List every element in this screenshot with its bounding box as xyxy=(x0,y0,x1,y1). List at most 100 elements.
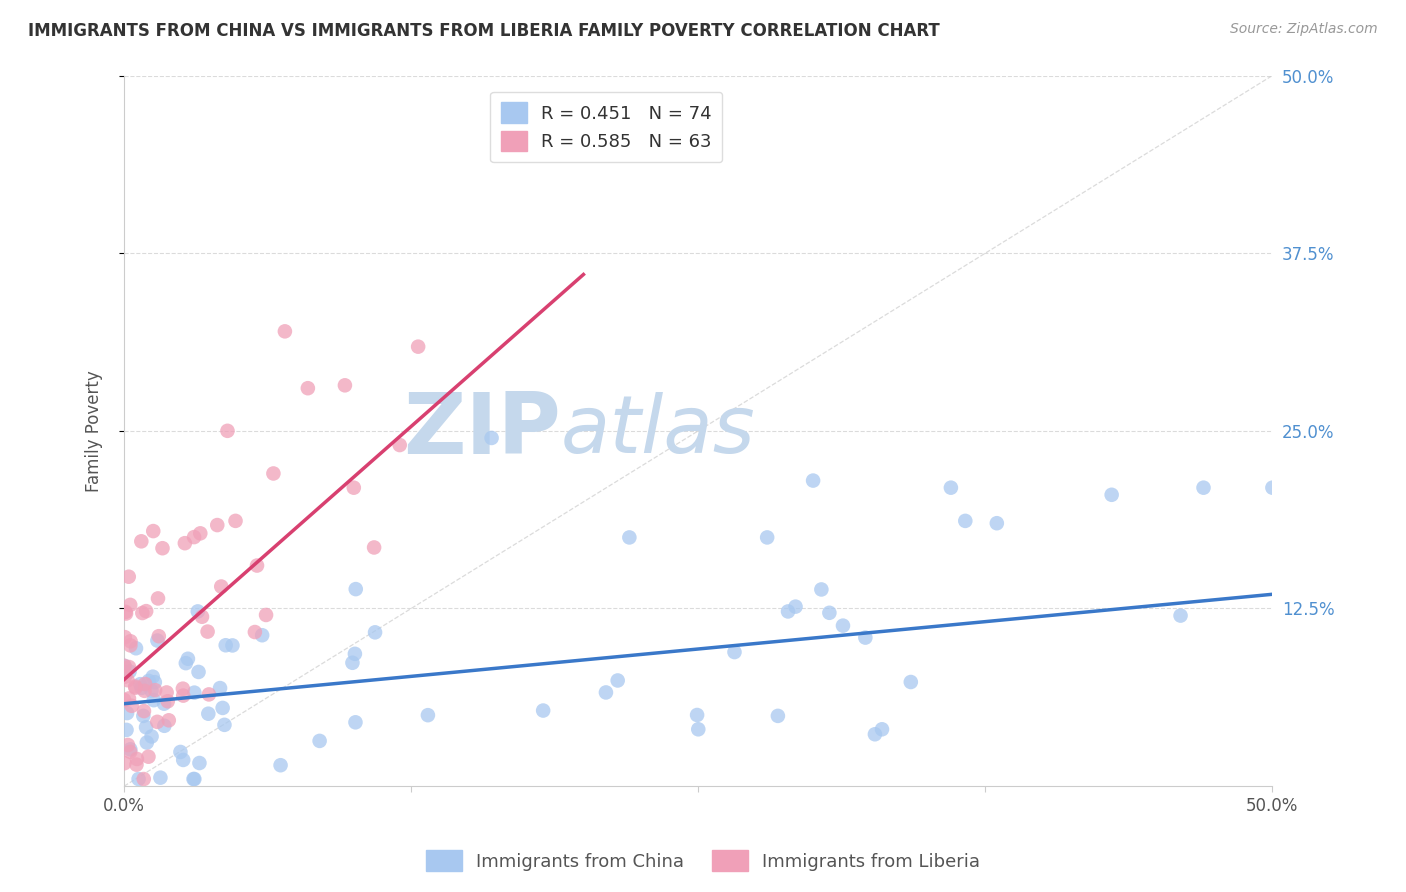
Point xyxy=(138,749,160,764)
Point xyxy=(131,606,153,620)
Point xyxy=(197,706,219,721)
Point xyxy=(149,771,172,785)
Point xyxy=(801,474,824,488)
Point xyxy=(152,541,174,556)
Point xyxy=(343,481,366,495)
Point xyxy=(146,633,169,648)
Point xyxy=(900,675,922,690)
Point xyxy=(135,720,157,734)
Point xyxy=(776,604,799,618)
Point xyxy=(756,530,779,544)
Point xyxy=(118,660,141,674)
Point xyxy=(853,631,876,645)
Point xyxy=(142,524,165,538)
Point xyxy=(120,639,142,653)
Point xyxy=(785,599,807,614)
Point xyxy=(832,618,855,632)
Point xyxy=(262,467,284,481)
Point xyxy=(120,745,142,759)
Point xyxy=(688,723,710,737)
Point xyxy=(177,652,200,666)
Point xyxy=(406,340,429,354)
Point xyxy=(143,683,166,698)
Point xyxy=(132,709,155,723)
Point xyxy=(246,558,269,573)
Point xyxy=(115,706,138,720)
Point xyxy=(125,641,148,656)
Point xyxy=(183,772,205,786)
Point xyxy=(810,582,832,597)
Point xyxy=(211,701,233,715)
Point xyxy=(114,659,136,673)
Point xyxy=(115,607,138,621)
Point xyxy=(173,536,195,550)
Point xyxy=(114,605,136,619)
Point xyxy=(118,570,141,584)
Point xyxy=(114,630,136,644)
Point xyxy=(146,591,169,606)
Point xyxy=(1101,488,1123,502)
Point xyxy=(157,714,180,728)
Text: IMMIGRANTS FROM CHINA VS IMMIGRANTS FROM LIBERIA FAMILY POVERTY CORRELATION CHAR: IMMIGRANTS FROM CHINA VS IMMIGRANTS FROM… xyxy=(28,22,939,40)
Point xyxy=(118,665,141,679)
Point xyxy=(619,530,641,544)
Point xyxy=(120,742,142,756)
Point xyxy=(818,606,841,620)
Point xyxy=(225,514,247,528)
Point xyxy=(863,727,886,741)
Point xyxy=(129,677,152,691)
Point xyxy=(344,582,367,596)
Point xyxy=(221,639,243,653)
Point xyxy=(187,604,209,618)
Text: Source: ZipAtlas.com: Source: ZipAtlas.com xyxy=(1230,22,1378,37)
Point xyxy=(120,598,142,612)
Point xyxy=(955,514,977,528)
Point xyxy=(723,645,745,659)
Point xyxy=(388,438,411,452)
Point xyxy=(364,625,387,640)
Point xyxy=(142,670,165,684)
Point xyxy=(125,757,148,772)
Point xyxy=(939,481,962,495)
Point xyxy=(135,604,157,618)
Point xyxy=(115,723,138,737)
Point xyxy=(215,638,238,652)
Point xyxy=(128,772,150,786)
Text: atlas: atlas xyxy=(561,392,755,470)
Point xyxy=(134,677,156,691)
Point xyxy=(131,681,153,695)
Point xyxy=(112,693,135,707)
Point xyxy=(172,753,194,767)
Point xyxy=(188,756,211,770)
Point xyxy=(125,752,148,766)
Point xyxy=(1192,481,1215,495)
Point xyxy=(142,693,165,707)
Point xyxy=(138,673,160,688)
Point xyxy=(121,698,143,713)
Point xyxy=(531,704,554,718)
Point xyxy=(214,718,236,732)
Point xyxy=(344,715,367,730)
Point xyxy=(172,681,194,696)
Point xyxy=(183,530,205,544)
Point xyxy=(120,634,142,648)
Point xyxy=(148,629,170,643)
Point xyxy=(146,714,169,729)
Point xyxy=(132,772,155,786)
Legend: R = 0.451   N = 74, R = 0.585   N = 63: R = 0.451 N = 74, R = 0.585 N = 63 xyxy=(491,92,723,162)
Point xyxy=(1261,481,1284,495)
Point xyxy=(114,670,136,684)
Point xyxy=(114,756,136,771)
Point xyxy=(209,681,232,695)
Point xyxy=(274,324,297,338)
Point xyxy=(270,758,292,772)
Point xyxy=(308,734,330,748)
Point xyxy=(124,681,146,695)
Point xyxy=(117,673,139,688)
Point xyxy=(197,624,219,639)
Point xyxy=(172,689,194,703)
Point xyxy=(481,431,503,445)
Point xyxy=(766,709,789,723)
Point xyxy=(188,526,211,541)
Point xyxy=(191,609,214,624)
